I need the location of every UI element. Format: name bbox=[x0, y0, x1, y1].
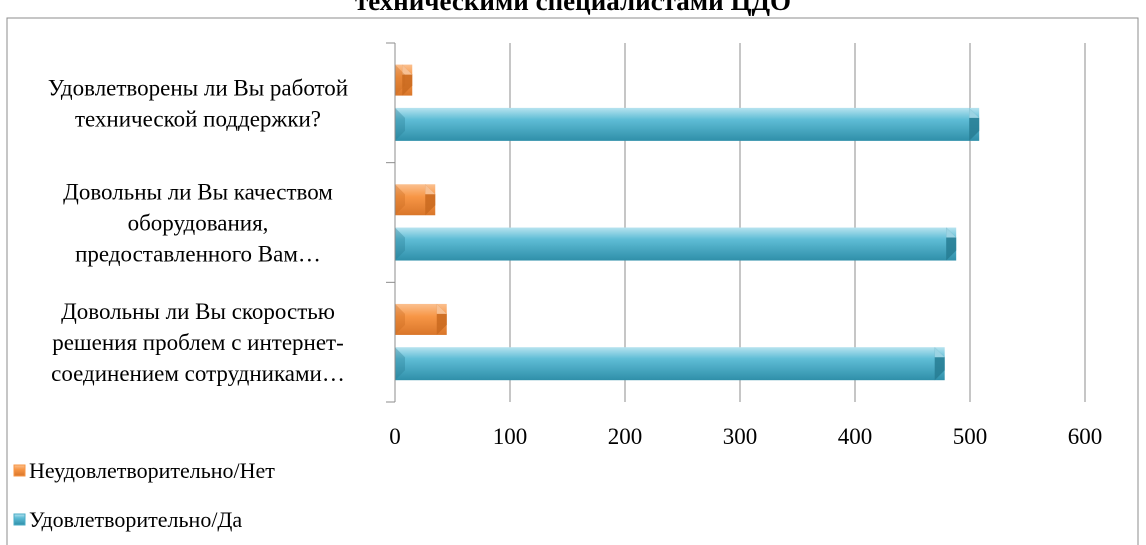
category-label: Довольны ли Вы скоростью решения проблем … bbox=[51, 299, 345, 386]
bar bbox=[395, 227, 957, 261]
x-tick-label: 300 bbox=[723, 424, 758, 449]
bar bbox=[395, 347, 945, 381]
bar bbox=[395, 184, 436, 216]
bar bbox=[395, 64, 413, 96]
x-tick-label: 500 bbox=[953, 424, 988, 449]
bar bbox=[395, 303, 447, 335]
tick-labels: 0 100 200 300 400 500 600 bbox=[389, 424, 1102, 449]
axes bbox=[386, 42, 396, 403]
legend-entry: Удовлетворительно/Да bbox=[13, 507, 242, 532]
legend-entry: Неудовлетворительно/Нет bbox=[13, 458, 275, 483]
legend-label: Неудовлетворительно/Нет bbox=[29, 458, 275, 483]
category-label: Довольны ли Вы качеством оборудования, пре… bbox=[63, 180, 333, 267]
legend-swatch bbox=[13, 513, 26, 526]
x-tick-label: 0 bbox=[389, 424, 401, 449]
bar bbox=[395, 107, 980, 141]
legend: Неудовлетворительно/Нет Удовлетворительно… bbox=[13, 458, 275, 532]
x-tick-label: 100 bbox=[493, 424, 528, 449]
x-tick-label: 200 bbox=[608, 424, 643, 449]
gridlines bbox=[509, 43, 1086, 402]
category-labels: Удовлетворены ли Вы работой технической п… bbox=[48, 75, 348, 386]
chart-frame bbox=[6, 17, 1139, 545]
category-label: Удовлетворены ли Вы работой технической п… bbox=[48, 75, 348, 131]
x-tick-label: 400 bbox=[838, 424, 873, 449]
bars bbox=[395, 64, 980, 381]
chart-title: техническими специалистами ЦДО bbox=[355, 0, 791, 16]
legend-swatch bbox=[13, 464, 26, 477]
legend-label: Удовлетворительно/Да bbox=[29, 507, 242, 532]
x-tick-label: 600 bbox=[1068, 424, 1103, 449]
